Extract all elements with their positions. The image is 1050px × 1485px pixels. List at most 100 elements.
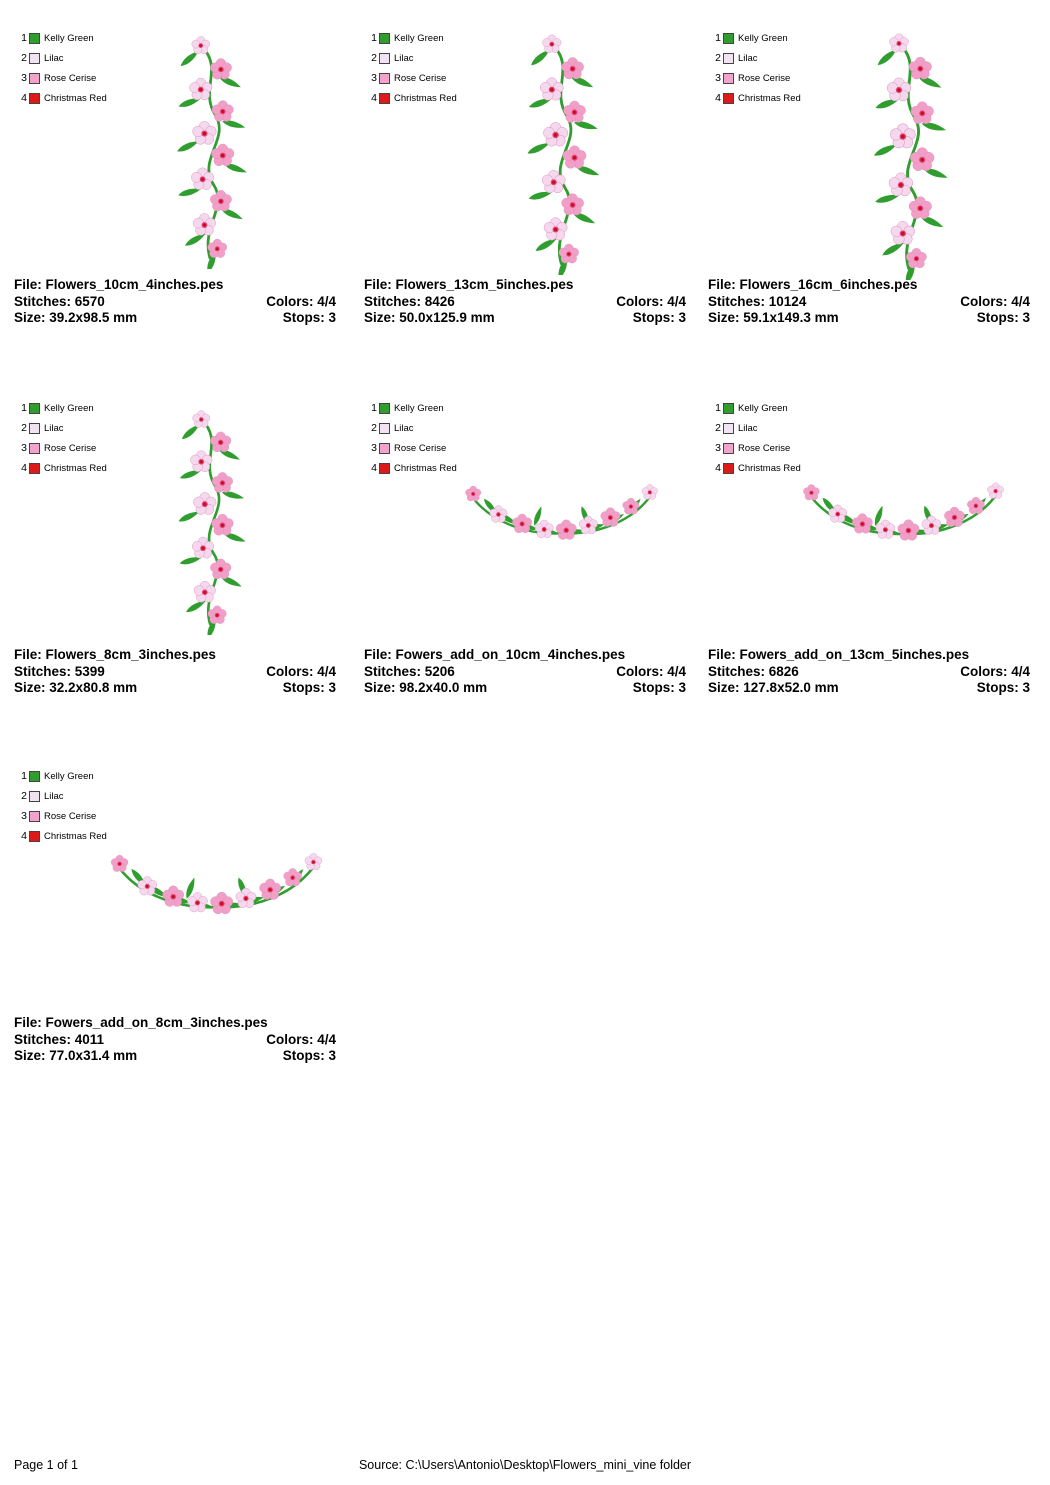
page-number: Page 1 of 1 xyxy=(14,1458,78,1472)
stitches-label: Stitches: xyxy=(14,663,72,679)
file-name: Flowers_13cm_5inches.pes xyxy=(395,277,574,292)
file-line: File: Flowers_13cm_5inches.pes xyxy=(364,277,686,294)
legend-row: 1 Kelly Green xyxy=(710,398,801,418)
legend-row: 2 Lilac xyxy=(366,48,457,68)
design-info: File: Flowers_13cm_5inches.pes Stitches:… xyxy=(364,277,686,327)
stitches-label: Stitches: xyxy=(708,663,766,679)
legend-row: 4 Christmas Red xyxy=(366,458,457,478)
stops-value: 3 xyxy=(1022,680,1030,695)
embroidery-vertical-vine-image xyxy=(860,28,967,280)
color-swatch-kelly-green xyxy=(29,770,40,782)
legend-row: 3 Rose Cerise xyxy=(710,438,801,458)
legend-label: Christmas Red xyxy=(394,92,457,104)
color-swatch-rose-cerise xyxy=(379,72,390,84)
legend-row: 3 Rose Cerise xyxy=(366,438,457,458)
stops-label: Stops: xyxy=(632,310,675,325)
color-swatch-rose-cerise xyxy=(29,810,40,822)
legend-row: 4 Christmas Red xyxy=(16,88,107,108)
source-path: Source: C:\Users\Antonio\Desktop\Flowers… xyxy=(358,1458,692,1472)
legend-row: 2 Lilac xyxy=(16,48,107,68)
stops-value: 3 xyxy=(328,680,336,695)
stitches-colors-line: Stitches: 10124 Colors: 4/4 xyxy=(708,294,1030,311)
legend-number: 1 xyxy=(21,32,27,44)
design-card: 1 Kelly Green 2 Lilac 3 Rose Cerise 4 Ch… xyxy=(364,25,686,360)
size-value: 127.8x52.0 mm xyxy=(743,680,839,695)
thread-color-legend: 1 Kelly Green 2 Lilac 3 Rose Cerise 4 Ch… xyxy=(366,28,457,108)
file-name: Fowers_add_on_13cm_5inches.pes xyxy=(739,647,970,662)
legend-label: Rose Cerise xyxy=(394,442,447,454)
color-swatch-lilac xyxy=(379,52,390,64)
legend-label: Rose Cerise xyxy=(738,72,791,84)
file-name: Fowers_add_on_10cm_4inches.pes xyxy=(395,647,626,662)
colors-value: 4/4 xyxy=(667,293,686,309)
color-swatch-kelly-green xyxy=(723,402,734,414)
colors-label: Colors: xyxy=(960,663,1008,679)
legend-label: Christmas Red xyxy=(738,92,801,104)
legend-number: 4 xyxy=(715,92,721,104)
embroidery-horizontal-vine-image xyxy=(459,475,664,546)
size-label: Size: xyxy=(14,680,46,695)
legend-number: 4 xyxy=(371,462,377,474)
stitches-colors-line: Stitches: 4011 Colors: 4/4 xyxy=(14,1032,336,1049)
file-label: File: xyxy=(14,647,42,662)
legend-number: 2 xyxy=(21,52,27,64)
design-info: File: Flowers_8cm_3inches.pes Stitches: … xyxy=(14,647,336,697)
legend-number: 1 xyxy=(21,770,27,782)
design-info: File: Flowers_16cm_6inches.pes Stitches:… xyxy=(708,277,1030,327)
stitches-colors-line: Stitches: 5206 Colors: 4/4 xyxy=(364,664,686,681)
legend-number: 3 xyxy=(21,442,27,454)
legend-number: 3 xyxy=(21,72,27,84)
design-card: 1 Kelly Green 2 Lilac 3 Rose Cerise 4 Ch… xyxy=(14,395,336,730)
color-swatch-christmas-red xyxy=(29,462,40,474)
legend-number: 3 xyxy=(21,810,27,822)
color-swatch-kelly-green xyxy=(379,402,390,414)
legend-row: 2 Lilac xyxy=(366,418,457,438)
file-line: File: Flowers_16cm_6inches.pes xyxy=(708,277,1030,294)
legend-row: 4 Christmas Red xyxy=(16,458,107,478)
thread-color-legend: 1 Kelly Green 2 Lilac 3 Rose Cerise 4 Ch… xyxy=(16,766,107,846)
legend-number: 3 xyxy=(371,442,377,454)
legend-number: 2 xyxy=(715,422,721,434)
size-value: 32.2x80.8 mm xyxy=(49,680,138,695)
stitches-colors-line: Stitches: 6570 Colors: 4/4 xyxy=(14,294,336,311)
color-swatch-rose-cerise xyxy=(29,72,40,84)
stops-value: 3 xyxy=(328,310,336,325)
colors-value: 4/4 xyxy=(317,663,336,679)
stitches-value: 5206 xyxy=(424,663,455,679)
legend-label: Kelly Green xyxy=(44,402,94,414)
legend-number: 4 xyxy=(715,462,721,474)
embroidery-vertical-vine-image xyxy=(166,405,263,635)
color-swatch-christmas-red xyxy=(379,92,390,104)
color-swatch-christmas-red xyxy=(723,462,734,474)
stops-label: Stops: xyxy=(976,310,1019,325)
legend-label: Christmas Red xyxy=(394,462,457,474)
colors-value: 4/4 xyxy=(317,1031,336,1047)
file-line: File: Flowers_8cm_3inches.pes xyxy=(14,647,336,664)
stitches-label: Stitches: xyxy=(364,663,422,679)
stitches-value: 6570 xyxy=(74,293,105,309)
legend-label: Kelly Green xyxy=(738,32,788,44)
size-value: 77.0x31.4 mm xyxy=(49,1048,138,1063)
legend-number: 1 xyxy=(715,402,721,414)
size-value: 39.2x98.5 mm xyxy=(49,310,138,325)
stops-value: 3 xyxy=(678,680,686,695)
legend-label: Lilac xyxy=(394,422,414,434)
legend-number: 2 xyxy=(371,52,377,64)
size-value: 59.1x149.3 mm xyxy=(743,310,839,325)
design-info: File: Fowers_add_on_8cm_3inches.pes Stit… xyxy=(14,1015,336,1065)
legend-number: 1 xyxy=(715,32,721,44)
design-info: File: Fowers_add_on_10cm_4inches.pes Sti… xyxy=(364,647,686,697)
size-stops-line: Size: 59.1x149.3 mm Stops: 3 xyxy=(708,310,1030,327)
thread-color-legend: 1 Kelly Green 2 Lilac 3 Rose Cerise 4 Ch… xyxy=(366,398,457,478)
legend-row: 1 Kelly Green xyxy=(16,766,107,786)
stops-value: 3 xyxy=(678,310,686,325)
stops-label: Stops: xyxy=(976,680,1019,695)
color-swatch-christmas-red xyxy=(723,92,734,104)
legend-label: Lilac xyxy=(44,790,64,802)
legend-number: 2 xyxy=(21,422,27,434)
file-name: Flowers_16cm_6inches.pes xyxy=(739,277,918,292)
design-card: 1 Kelly Green 2 Lilac 3 Rose Cerise 4 Ch… xyxy=(14,763,336,1098)
stitches-value: 10124 xyxy=(768,293,807,309)
colors-value: 4/4 xyxy=(317,293,336,309)
colors-label: Colors: xyxy=(266,293,314,309)
